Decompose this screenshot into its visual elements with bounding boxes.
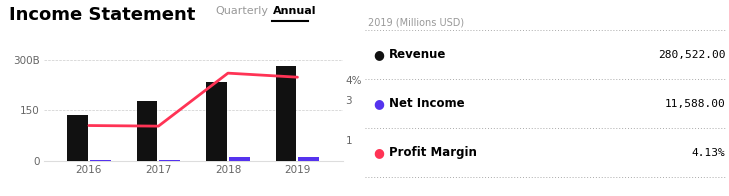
Text: 280,522.00: 280,522.00 [658,50,725,60]
Text: Revenue: Revenue [389,48,446,61]
Text: 2019 (Millions USD): 2019 (Millions USD) [368,18,464,28]
Text: ●: ● [373,48,384,61]
Bar [136,101,157,161]
Text: Quarterly: Quarterly [215,6,268,16]
Bar [90,160,111,161]
Text: ●: ● [373,146,384,159]
Text: Profit Margin: Profit Margin [389,146,477,159]
Bar [298,157,319,161]
Text: ●: ● [373,97,384,110]
Text: 11,588.00: 11,588.00 [665,99,725,109]
Text: 4.13%: 4.13% [692,148,725,158]
Bar [276,66,297,161]
Text: Income Statement: Income Statement [9,6,196,24]
Bar [67,115,88,161]
Bar [160,160,180,161]
Bar [229,157,250,161]
Text: Annual: Annual [273,6,317,16]
Text: Net Income: Net Income [389,97,464,110]
Bar [206,82,227,161]
